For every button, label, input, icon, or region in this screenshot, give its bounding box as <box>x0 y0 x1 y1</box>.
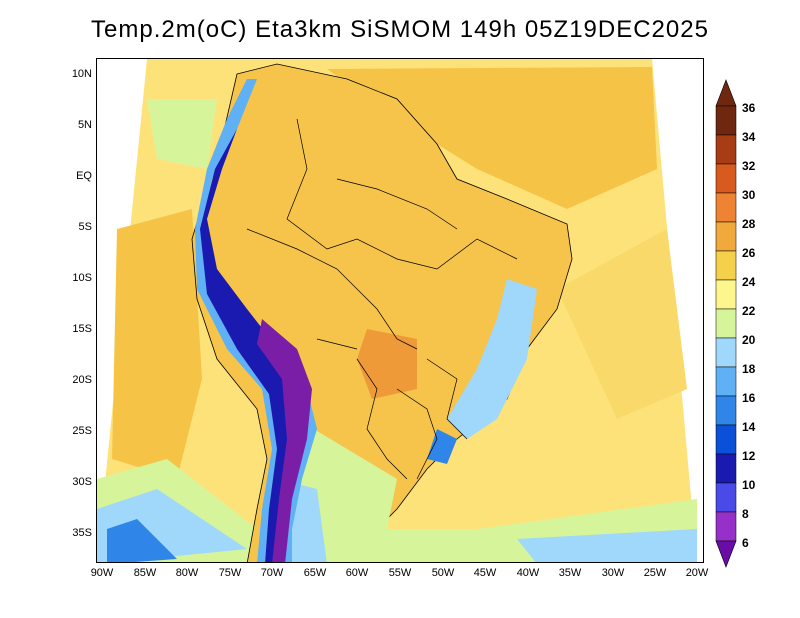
colorbar-segment <box>715 366 737 397</box>
lon-label: 35W <box>558 567 582 579</box>
cool-ocean-south <box>97 459 697 562</box>
lon-label: 25W <box>643 567 667 579</box>
colorbar-label: 34 <box>742 130 756 144</box>
colorbar-label: 10 <box>742 478 756 492</box>
ocean-east <box>557 229 687 419</box>
colorbar-label: 24 <box>742 275 756 289</box>
warm-ocean-west <box>112 209 202 479</box>
colorbar-label: 22 <box>742 304 756 318</box>
lat-label: 20S <box>72 374 92 386</box>
lon-label: 75W <box>218 567 242 579</box>
lat-label: 15S <box>72 323 92 335</box>
lon-label: 60W <box>345 567 369 579</box>
colorbar-segment <box>715 482 737 513</box>
colorbar-segment <box>715 424 737 455</box>
cool-pacific-north <box>147 99 217 169</box>
temperature-map <box>96 58 704 563</box>
lon-label: 30W <box>601 567 625 579</box>
colorbar-segment <box>715 163 737 194</box>
colorbar-segment <box>715 192 737 223</box>
lat-label: 25S <box>72 425 92 437</box>
colorbar-bottom-arrow <box>715 540 737 568</box>
colorbar-label: 32 <box>742 159 756 173</box>
colorbar-label: 8 <box>742 507 749 521</box>
colorbar-label: 14 <box>742 420 756 434</box>
colorbar-segment <box>715 453 737 484</box>
lon-label: 45W <box>473 567 497 579</box>
colorbar-label: 6 <box>742 536 749 550</box>
lon-label: 50W <box>431 567 455 579</box>
colorbar-label: 30 <box>742 188 756 202</box>
colorbar-label: 36 <box>742 101 756 115</box>
lat-label: 30S <box>72 476 92 488</box>
colorbar-segment <box>715 337 737 368</box>
country-borders <box>246 118 518 480</box>
lon-label: 80W <box>175 567 199 579</box>
lat-label: 5N <box>77 119 92 131</box>
colorbar-label: 12 <box>742 449 756 463</box>
lon-label: 55W <box>388 567 412 579</box>
colorbar-label: 20 <box>742 333 756 347</box>
lon-label: 65W <box>303 567 327 579</box>
colorbar-segment <box>715 134 737 165</box>
colorbar-label: 18 <box>742 362 756 376</box>
andes-mid <box>200 129 302 562</box>
very-cold-ocean <box>107 519 177 562</box>
colorbar <box>715 79 737 568</box>
south-brazil-cold <box>427 429 457 464</box>
lat-label: 35S <box>72 527 92 539</box>
colorbar-segment <box>715 308 737 339</box>
lon-label: 90W <box>90 567 114 579</box>
lon-label: 40W <box>516 567 540 579</box>
andes-core <box>257 319 312 562</box>
colorbar-label: 16 <box>742 391 756 405</box>
colorbar-segment <box>715 511 737 542</box>
lat-label: 10N <box>71 68 92 80</box>
brazil-highlands <box>447 279 537 439</box>
colorbar-label: 26 <box>742 246 756 260</box>
lat-label: EQ <box>76 170 92 182</box>
lon-label: 20W <box>685 567 709 579</box>
colorbar-top-arrow <box>715 79 737 107</box>
map-title: Temp.2m(oC) Eta3km SiSMOM 149h 05Z19DEC2… <box>91 16 709 43</box>
lon-label: 70W <box>260 567 284 579</box>
colorbar-segment <box>715 105 737 136</box>
map-canvas <box>97 59 703 562</box>
warm-ocean-north <box>327 67 657 209</box>
cold-ocean-southeast <box>517 529 697 562</box>
colorbar-segment <box>715 250 737 281</box>
lat-label: 5S <box>78 221 92 233</box>
colorbar-label: 28 <box>742 217 756 231</box>
lat-label: 10S <box>72 272 92 284</box>
colorbar-segment <box>715 279 737 310</box>
colorbar-segment <box>715 221 737 252</box>
lon-label: 85W <box>133 567 157 579</box>
colorbar-segment <box>715 395 737 426</box>
